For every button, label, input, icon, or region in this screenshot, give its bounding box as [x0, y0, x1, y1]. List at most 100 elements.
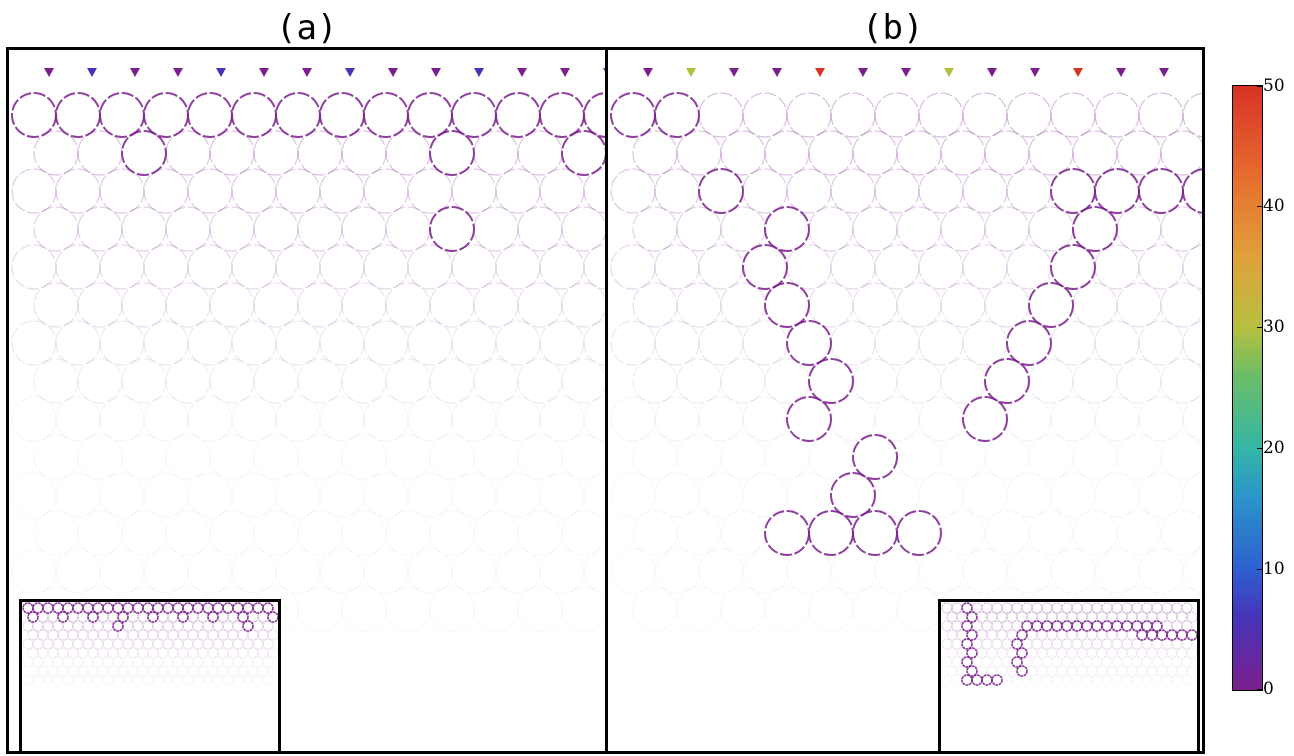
inset-ring: [986, 665, 998, 677]
lattice-ring: [341, 282, 387, 328]
inset-ring: [1081, 674, 1093, 686]
inset-ring: [1031, 620, 1043, 632]
lattice-ring: [319, 92, 365, 138]
source-triangle: [1073, 68, 1083, 77]
colorbar: [1232, 85, 1263, 691]
lattice-ring: [539, 92, 585, 138]
lattice-ring: [231, 244, 277, 290]
inset-ring: [37, 647, 49, 659]
lattice-ring: [786, 472, 832, 518]
inset-ring: [1176, 665, 1188, 677]
inset-ring: [1171, 674, 1183, 686]
inset-ring: [1016, 647, 1028, 659]
inset-ring: [1046, 647, 1058, 659]
inset-ring: [47, 665, 59, 677]
lattice-ring: [1138, 548, 1184, 594]
inset-ring: [232, 656, 244, 668]
inset-ring: [142, 638, 154, 650]
inset-ring: [1121, 674, 1133, 686]
lattice-ring: [55, 396, 101, 442]
inset-ring: [172, 620, 184, 632]
inset-ring: [1161, 674, 1173, 686]
inset-ring: [976, 647, 988, 659]
lattice-ring: [940, 282, 986, 328]
lattice-ring: [407, 396, 453, 442]
inset-ring: [1001, 620, 1013, 632]
inset-ring: [1136, 665, 1148, 677]
lattice-ring: [385, 130, 431, 176]
inset-ring: [202, 674, 214, 686]
inset-ring: [187, 665, 199, 677]
lattice-ring: [896, 282, 942, 328]
inset-ring: [92, 638, 104, 650]
inset-ring: [991, 656, 1003, 668]
lattice-ring: [275, 320, 321, 366]
inset-ring: [72, 602, 84, 614]
inset-ring: [192, 674, 204, 686]
inset-ring: [981, 620, 993, 632]
source-triangle: [858, 68, 868, 77]
lattice-ring: [495, 168, 541, 214]
inset-ring: [1091, 674, 1103, 686]
lattice-ring: [874, 396, 920, 442]
lattice-ring: [764, 434, 810, 480]
inset-ring: [1061, 638, 1073, 650]
lattice-ring: [1116, 206, 1162, 252]
inset-ring: [207, 629, 219, 641]
panel-b-inset-lattice: [941, 602, 1197, 686]
lattice-ring: [473, 206, 519, 252]
inset-ring: [1161, 656, 1173, 668]
inset-ring: [1091, 638, 1103, 650]
inset-ring: [42, 602, 54, 614]
lattice-ring: [33, 510, 79, 556]
panel-a: [6, 47, 611, 754]
inset-ring: [137, 647, 149, 659]
lattice-ring: [407, 472, 453, 518]
lattice-ring: [610, 92, 656, 138]
lattice-ring: [1182, 244, 1202, 290]
lattice-ring: [539, 472, 585, 518]
inset-ring: [102, 656, 114, 668]
inset-ring: [1156, 647, 1168, 659]
lattice-ring: [253, 282, 299, 328]
lattice-ring: [654, 320, 700, 366]
inset-ring: [1056, 629, 1068, 641]
lattice-ring: [165, 130, 211, 176]
inset-ring: [1026, 665, 1038, 677]
lattice-ring: [33, 130, 79, 176]
lattice-ring: [11, 92, 57, 138]
inset-ring: [1106, 611, 1118, 623]
inset-ring: [946, 629, 958, 641]
inset-ring: [162, 638, 174, 650]
source-triangle: [944, 68, 954, 77]
inset-ring: [1091, 602, 1103, 614]
inset-ring: [991, 602, 1003, 614]
lattice-ring: [984, 206, 1030, 252]
lattice-ring: [143, 320, 189, 366]
inset-ring: [132, 674, 144, 686]
inset-ring: [1166, 665, 1178, 677]
lattice-ring: [517, 206, 563, 252]
lattice-ring: [253, 206, 299, 252]
lattice-ring: [1182, 92, 1202, 138]
inset-ring: [227, 629, 239, 641]
inset-ring: [152, 656, 164, 668]
inset-ring: [1071, 620, 1083, 632]
inset-ring: [941, 638, 953, 650]
inset-ring: [1036, 611, 1048, 623]
lattice-ring: [918, 396, 964, 442]
inset-ring: [182, 620, 194, 632]
lattice-ring: [632, 586, 678, 632]
lattice-ring: [764, 358, 810, 404]
lattice-ring: [495, 320, 541, 366]
lattice-ring: [121, 358, 167, 404]
lattice-ring: [830, 92, 876, 138]
lattice-ring: [473, 358, 519, 404]
lattice-ring: [720, 130, 766, 176]
lattice-ring: [786, 244, 832, 290]
inset-ring: [1096, 611, 1108, 623]
lattice-ring: [940, 434, 986, 480]
inset-ring: [1091, 620, 1103, 632]
lattice-ring: [874, 168, 920, 214]
inset-ring: [941, 620, 953, 632]
